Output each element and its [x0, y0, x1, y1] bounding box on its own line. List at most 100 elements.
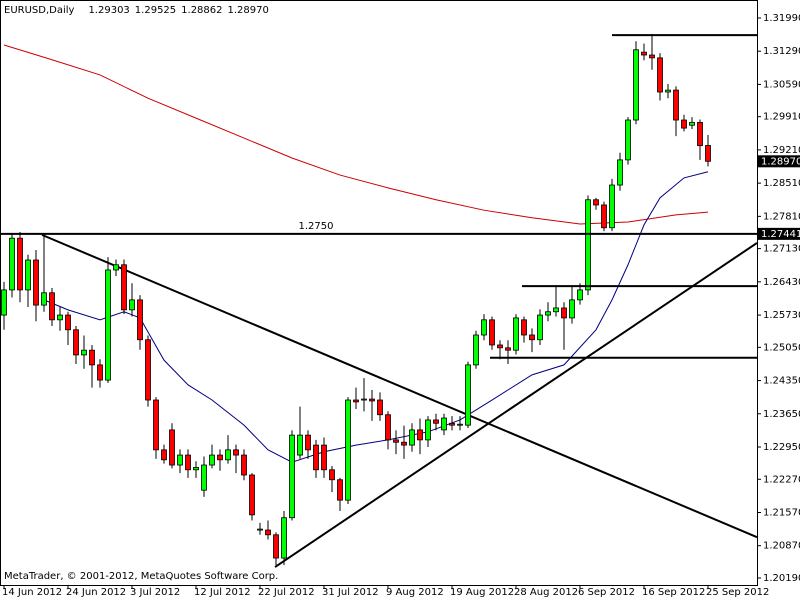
- x-tick-label: 3 Jul 2012: [130, 587, 180, 598]
- candle-body: [673, 89, 679, 121]
- candle-body: [705, 145, 711, 162]
- candle-body: [9, 237, 15, 291]
- candle-body: [137, 299, 143, 341]
- level-name: 1.2750: [299, 221, 334, 232]
- candle-body: [409, 429, 415, 446]
- candle-body: [193, 467, 199, 471]
- candle-body: [641, 51, 647, 56]
- candle-body: [49, 292, 55, 321]
- candle-body: [401, 441, 407, 446]
- candle-body: [345, 399, 351, 501]
- candle-body: [329, 469, 335, 481]
- candle-body: [113, 264, 119, 271]
- x-tick-label: 28 Aug 2012: [514, 587, 578, 598]
- candle-body: [433, 419, 439, 424]
- candle-body: [505, 347, 511, 351]
- candle-body: [393, 439, 399, 443]
- candle-body: [169, 429, 175, 466]
- candle-body: [17, 237, 23, 291]
- candle-body: [217, 454, 223, 461]
- candle-body: [617, 159, 623, 186]
- x-tick-label: 24 Jun 2012: [66, 587, 126, 598]
- candle-body: [529, 334, 535, 341]
- plot: 1.2750: [0, 34, 758, 568]
- candle-body: [1, 289, 7, 316]
- ohlc-value: 1.29303: [88, 5, 129, 16]
- candle-body: [465, 364, 471, 426]
- y-tick-label: 1.20870: [763, 541, 800, 552]
- candle-body: [633, 49, 639, 121]
- candle-body: [553, 307, 559, 313]
- candle-body: [105, 269, 111, 381]
- candle-body: [153, 399, 159, 451]
- y-tick-label: 1.30590: [763, 79, 800, 90]
- candle-body: [289, 434, 295, 519]
- candle-body: [273, 534, 279, 559]
- y-tick-label: 1.27130: [763, 244, 800, 255]
- candle-body: [25, 259, 31, 291]
- y-tick-label: 1.21570: [763, 507, 800, 518]
- y-tick-label: 1.26430: [763, 277, 800, 288]
- candle-body: [281, 517, 287, 559]
- candle-body: [361, 398, 367, 401]
- y-tick-label: 1.22270: [763, 474, 800, 485]
- y-tick-label: 1.31990: [763, 13, 800, 24]
- candle-body: [481, 319, 487, 336]
- candle-body: [185, 454, 191, 471]
- y-tick-label: 1.22950: [763, 442, 800, 453]
- candle-body: [73, 329, 79, 356]
- candle-body: [81, 349, 87, 356]
- candle-body: [385, 414, 391, 441]
- y-tick-label: 1.28510: [763, 178, 800, 189]
- candle-body: [657, 57, 663, 93]
- candle-body: [593, 199, 599, 206]
- y-tick-label: 1.25730: [763, 310, 800, 321]
- candle-body: [681, 119, 687, 129]
- plot-frame: [0, 0, 758, 586]
- candle-body: [257, 528, 263, 531]
- x-tick-label: 25 Sep 2012: [706, 587, 769, 598]
- candle-body: [177, 454, 183, 466]
- candle-body: [417, 429, 423, 441]
- trend-line: [274, 242, 758, 568]
- y-tick-label: 1.20190: [763, 573, 800, 584]
- candle-body: [321, 444, 327, 471]
- candle-body: [297, 434, 303, 456]
- candle-body: [65, 314, 71, 331]
- candle-body: [33, 259, 39, 306]
- candle-body: [513, 317, 519, 351]
- candle-body: [249, 474, 255, 516]
- ohlc-value: 1.28862: [181, 5, 222, 16]
- moving-average: [43, 171, 709, 463]
- candle-body: [233, 449, 239, 456]
- candle-body: [601, 204, 607, 229]
- trend-line: [41, 233, 758, 539]
- candle-body: [561, 307, 567, 319]
- candle-body: [225, 449, 231, 461]
- candle-body: [537, 314, 543, 341]
- candle-body: [545, 311, 551, 316]
- y-tick-label: 1.27810: [763, 211, 800, 222]
- candle-body: [457, 423, 463, 426]
- y-tick-label: 1.29910: [763, 112, 800, 123]
- candle-body: [265, 529, 271, 536]
- x-tick-label: 6 Sep 2012: [578, 587, 635, 598]
- candle-body: [441, 417, 447, 431]
- candle-body: [697, 121, 703, 147]
- candle-body: [425, 419, 431, 441]
- y-tick-label: 1.24350: [763, 376, 800, 387]
- candle-body: [369, 398, 375, 402]
- candle-body: [89, 349, 95, 366]
- candle-body: [665, 89, 671, 93]
- candle-body: [521, 319, 527, 336]
- level-price-label: 1.27441: [761, 229, 800, 240]
- candle-body: [97, 364, 103, 381]
- candle-body: [449, 422, 455, 426]
- y-tick-label: 1.23650: [763, 409, 800, 420]
- copyright: MetaTrader, © 2001-2012, MetaQuotes Soft…: [4, 571, 278, 582]
- candle-body: [689, 121, 695, 126]
- candle-body: [305, 434, 311, 451]
